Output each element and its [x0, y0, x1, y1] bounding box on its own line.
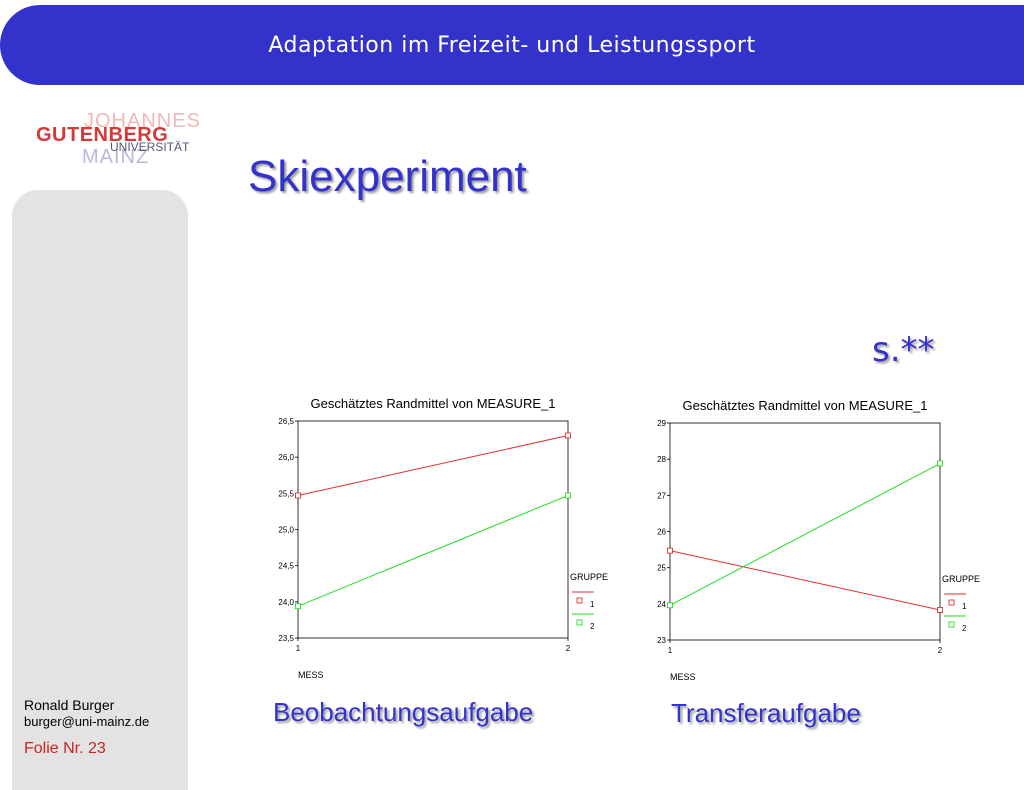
y-tick-label: 25,5 [278, 489, 294, 498]
logo-line-3: UNIVERSITÄT [110, 140, 190, 154]
y-tick-label: 26,0 [278, 453, 294, 462]
series-line-2 [669, 463, 941, 606]
legend-marker-2 [948, 621, 955, 628]
legend-label-2: 2 [590, 622, 595, 631]
y-tick-label: 26,5 [278, 417, 294, 426]
y-tick-label: 23 [657, 636, 666, 645]
series-line-2 [297, 495, 569, 607]
legend-label-1: 1 [962, 602, 967, 611]
y-tick-label: 24,5 [278, 562, 294, 571]
chart-title: Geschätztes Randmittel von MEASURE_1 [683, 398, 928, 413]
x-tick-label: 1 [296, 644, 301, 653]
chart-title: Geschätztes Randmittel von MEASURE_1 [311, 396, 556, 411]
data-point [937, 607, 943, 613]
data-point [565, 432, 571, 439]
data-point [295, 492, 301, 499]
data-point [937, 460, 943, 467]
plot-frame [669, 422, 941, 641]
legend-label-2: 2 [962, 624, 967, 633]
significance-label: s.** [872, 330, 935, 370]
series-line-1 [297, 434, 569, 496]
caption-transferaufgabe: Transferaufgabe [671, 698, 861, 728]
y-tick-label: 25 [657, 564, 666, 573]
plot-frame [297, 420, 569, 639]
legend-title: GRUPPE [942, 574, 980, 584]
y-tick-label: 23,5 [278, 634, 294, 643]
legend-title: GRUPPE [570, 572, 608, 582]
logo-line-1: JOHANNES [84, 110, 201, 132]
data-point [295, 603, 301, 610]
series-line-1 [669, 550, 941, 611]
y-tick-label: 24,0 [278, 598, 294, 607]
legend-marker-2 [576, 619, 583, 626]
x-tick-label: 2 [938, 646, 943, 655]
y-tick-label: 25,0 [278, 526, 294, 535]
x-tick-label: 2 [566, 644, 571, 653]
chart-beobachtung: Geschätztes Randmittel von MEASURE_1 23,5… [278, 396, 608, 680]
x-axis-label: MESS [670, 672, 696, 682]
legend-marker-1 [576, 597, 583, 604]
slide-number: Folie Nr. 23 [24, 740, 106, 757]
legend-label-1: 1 [590, 600, 595, 609]
x-axis-label: MESS [298, 670, 324, 680]
header-title: Adaptation im Freizeit- und Leistungsspo… [268, 33, 756, 58]
sidebar-panel [12, 190, 188, 790]
legend-marker-1 [948, 599, 955, 606]
data-point [667, 602, 673, 609]
university-logo: JOHANNES GUTENBERG MAINZ UNIVERSITÄT [36, 110, 216, 170]
logo-line-2: GUTENBERG [36, 124, 169, 146]
x-tick-label: 1 [668, 646, 673, 655]
y-tick-label: 28 [657, 455, 666, 464]
y-tick-label: 24 [657, 600, 666, 609]
author-name: Ronald Burger [24, 697, 115, 713]
author-email[interactable]: burger@uni-mainz.de [24, 714, 150, 729]
chart-transfer: Geschätztes Randmittel von MEASURE_1 23 24… [657, 398, 980, 682]
y-tick-label: 27 [657, 491, 666, 500]
data-point [565, 492, 571, 499]
y-tick-label: 26 [657, 528, 666, 537]
header-bar: Adaptation im Freizeit- und Leistungsspo… [0, 5, 1024, 85]
slide-title: Skiexperiment [248, 152, 527, 201]
caption-beobachtungsaufgabe: Beobachtungsaufgabe [273, 697, 534, 727]
data-point [667, 547, 673, 554]
y-tick-label: 29 [657, 419, 666, 428]
logo-line-4: MAINZ [82, 146, 150, 168]
